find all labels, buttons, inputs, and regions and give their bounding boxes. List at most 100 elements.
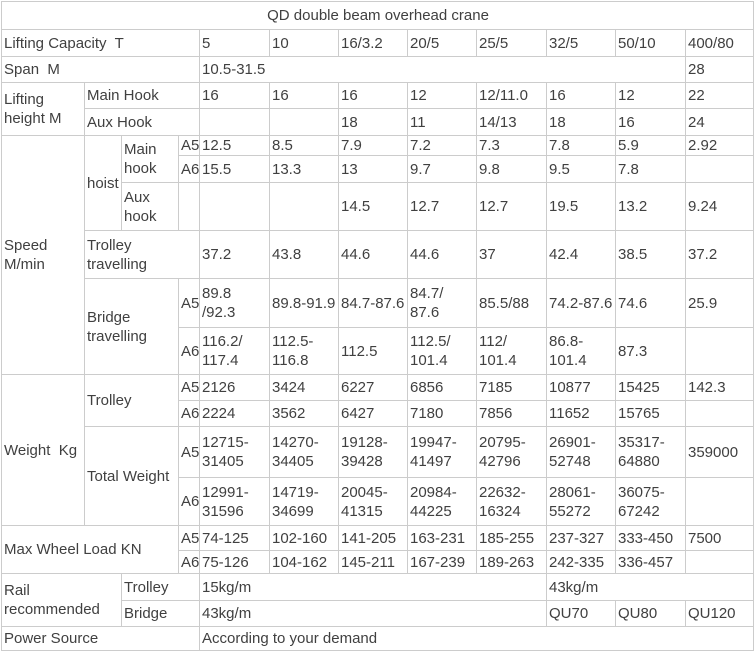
value-cell: 112.5 xyxy=(338,327,408,375)
speed-hoist-aux-row: Aux hook 14.5 12.7 12.7 19.5 13.2 9.24 xyxy=(2,182,754,231)
value-cell: 112.5- 116.8 xyxy=(269,327,339,375)
value-cell: 44.6 xyxy=(407,230,477,279)
label-power-source: Power Source xyxy=(1,626,200,651)
power-source-row: Power Source According to your demand xyxy=(1,626,754,651)
label-rail-bridge: Bridge xyxy=(121,600,200,627)
table-title: QD double beam overhead crane xyxy=(0,1,754,30)
value-cell: 20795- 42796 xyxy=(476,426,547,478)
label-a6: A6 xyxy=(178,477,200,526)
speed-hoist-main-a5-row: Speed M/min hoist Main hook A5 12.5 8.5 7.9 7.2… xyxy=(1,135,754,375)
capacity-col-header: 32/5 xyxy=(546,29,616,57)
value-cell: 22 xyxy=(684,82,754,109)
value-cell: 7500 xyxy=(684,525,754,551)
value-cell: 116.2/ 117.4 xyxy=(199,327,270,375)
value-cell: QU120 xyxy=(684,600,754,627)
value-cell: 14.5 xyxy=(338,182,408,231)
value-cell: 15kg/m xyxy=(199,573,547,601)
value-cell: 7.2 xyxy=(407,135,477,156)
value-cell: 11652 xyxy=(546,400,616,427)
value-cell: 9.24 xyxy=(684,182,754,231)
value-cell xyxy=(684,155,754,183)
value-cell: 16 xyxy=(269,82,339,109)
value-cell: 16 xyxy=(338,82,408,109)
value-cell: 89.8 /92.3 xyxy=(199,278,270,328)
value-cell: 167-239 xyxy=(407,550,477,574)
label-main-hook: Main Hook xyxy=(84,82,200,109)
value-cell: 3424 xyxy=(269,374,339,401)
label-bridge-travelling: Bridge travelling xyxy=(84,278,179,375)
lifting-height-main-hook-row: Lifting height M Main Hook 16 16 16 12 12/11.0… xyxy=(1,82,754,136)
capacity-col-header: 25/5 xyxy=(476,29,547,57)
value-cell: 142.3 xyxy=(684,374,754,401)
label-speed: Speed M/min xyxy=(1,135,85,375)
value-cell xyxy=(178,182,200,231)
label-trolley-travelling: Trolley travelling xyxy=(84,230,200,279)
label-rail-trolley: Trolley xyxy=(121,573,200,601)
speed-hoist-main-a6-row: A6 15.5 13.3 13 9.7 9.8 9.5 7.8 xyxy=(2,155,754,183)
value-cell xyxy=(684,550,754,574)
value-cell: 14/13 xyxy=(476,108,547,136)
value-cell: 15.5 xyxy=(199,155,270,183)
label-a6: A6 xyxy=(178,400,200,427)
value-cell: 20984- 44225 xyxy=(407,477,477,526)
label-a5: A5 xyxy=(178,426,200,478)
value-cell: 37 xyxy=(476,230,547,279)
value-cell: 145-211 xyxy=(338,550,408,574)
label-trolley-weight: Trolley xyxy=(84,374,179,427)
value-cell: According to your demand xyxy=(198,626,754,651)
value-cell: 12.5 xyxy=(199,135,270,156)
value-cell: 43.8 xyxy=(269,230,339,279)
value-cell: 3562 xyxy=(269,400,339,427)
value-cell: 333-450 xyxy=(615,525,686,551)
label-a5: A5 xyxy=(178,374,200,401)
label-hoist: hoist xyxy=(84,135,122,231)
value-cell: 36075- 67242 xyxy=(615,477,686,526)
value-cell: 25.9 xyxy=(684,278,754,328)
value-cell: 7.8 xyxy=(615,155,686,183)
value-cell: 28061- 55272 xyxy=(546,477,616,526)
value-cell: 7.3 xyxy=(476,135,547,156)
value-cell: 44.6 xyxy=(338,230,408,279)
value-cell: 19.5 xyxy=(546,182,616,231)
lifting-height-aux-hook-row: Aux Hook 18 11 14/13 18 16 24 xyxy=(2,108,754,136)
value-cell: 16 xyxy=(546,82,616,109)
value-cell: 84.7-87.6 xyxy=(338,278,408,328)
label-aux-hook: Aux Hook xyxy=(84,108,200,136)
value-cell: 16 xyxy=(615,108,686,136)
value-cell: 19947- 41497 xyxy=(407,426,477,478)
value-cell: QU70 xyxy=(546,600,616,627)
value-cell: 12/11.0 xyxy=(476,82,547,109)
value-cell: 14270- 34405 xyxy=(269,426,339,478)
value-cell: 37.2 xyxy=(684,230,754,279)
value-cell: 237-327 xyxy=(546,525,616,551)
value-cell: 85.5/88 xyxy=(476,278,547,328)
value-cell: 10.5-31.5 xyxy=(199,56,686,83)
value-cell: 9.7 xyxy=(407,155,477,183)
label-lifting-capacity: Lifting Capacity T xyxy=(1,29,200,57)
value-cell: 12 xyxy=(615,82,686,109)
value-cell: 24 xyxy=(684,108,754,136)
wheel-load-a6-row: A6 75-126 104-162 145-211 167-239 189-263 242-… xyxy=(2,550,754,574)
value-cell: 12.7 xyxy=(407,182,477,231)
value-cell: 43kg/m xyxy=(199,600,547,627)
value-cell xyxy=(684,477,754,526)
value-cell: 20045- 41315 xyxy=(338,477,408,526)
value-cell: 19128- 39428 xyxy=(338,426,408,478)
value-cell: 8.5 xyxy=(269,135,339,156)
label-total-weight: Total Weight xyxy=(84,426,179,526)
value-cell: 2224 xyxy=(199,400,270,427)
value-cell: 6427 xyxy=(338,400,408,427)
weight-trolley-a5-row: Weight Kg Trolley A5 2126 3424 6227 6856 7185 10… xyxy=(1,374,754,526)
value-cell xyxy=(684,400,754,427)
value-cell: 7.8 xyxy=(546,135,616,156)
value-cell: 10877 xyxy=(546,374,616,401)
weight-total-a5-row: Total Weight A5 12715- 31405 14270- 34405 19… xyxy=(2,426,754,526)
label-rail-recommended: Rail recommended xyxy=(1,573,122,627)
value-cell: 12 xyxy=(407,82,477,109)
value-cell: 38.5 xyxy=(615,230,686,279)
value-cell: 13.2 xyxy=(615,182,686,231)
value-cell: 2126 xyxy=(199,374,270,401)
value-cell: 89.8-91.9 xyxy=(269,278,339,328)
